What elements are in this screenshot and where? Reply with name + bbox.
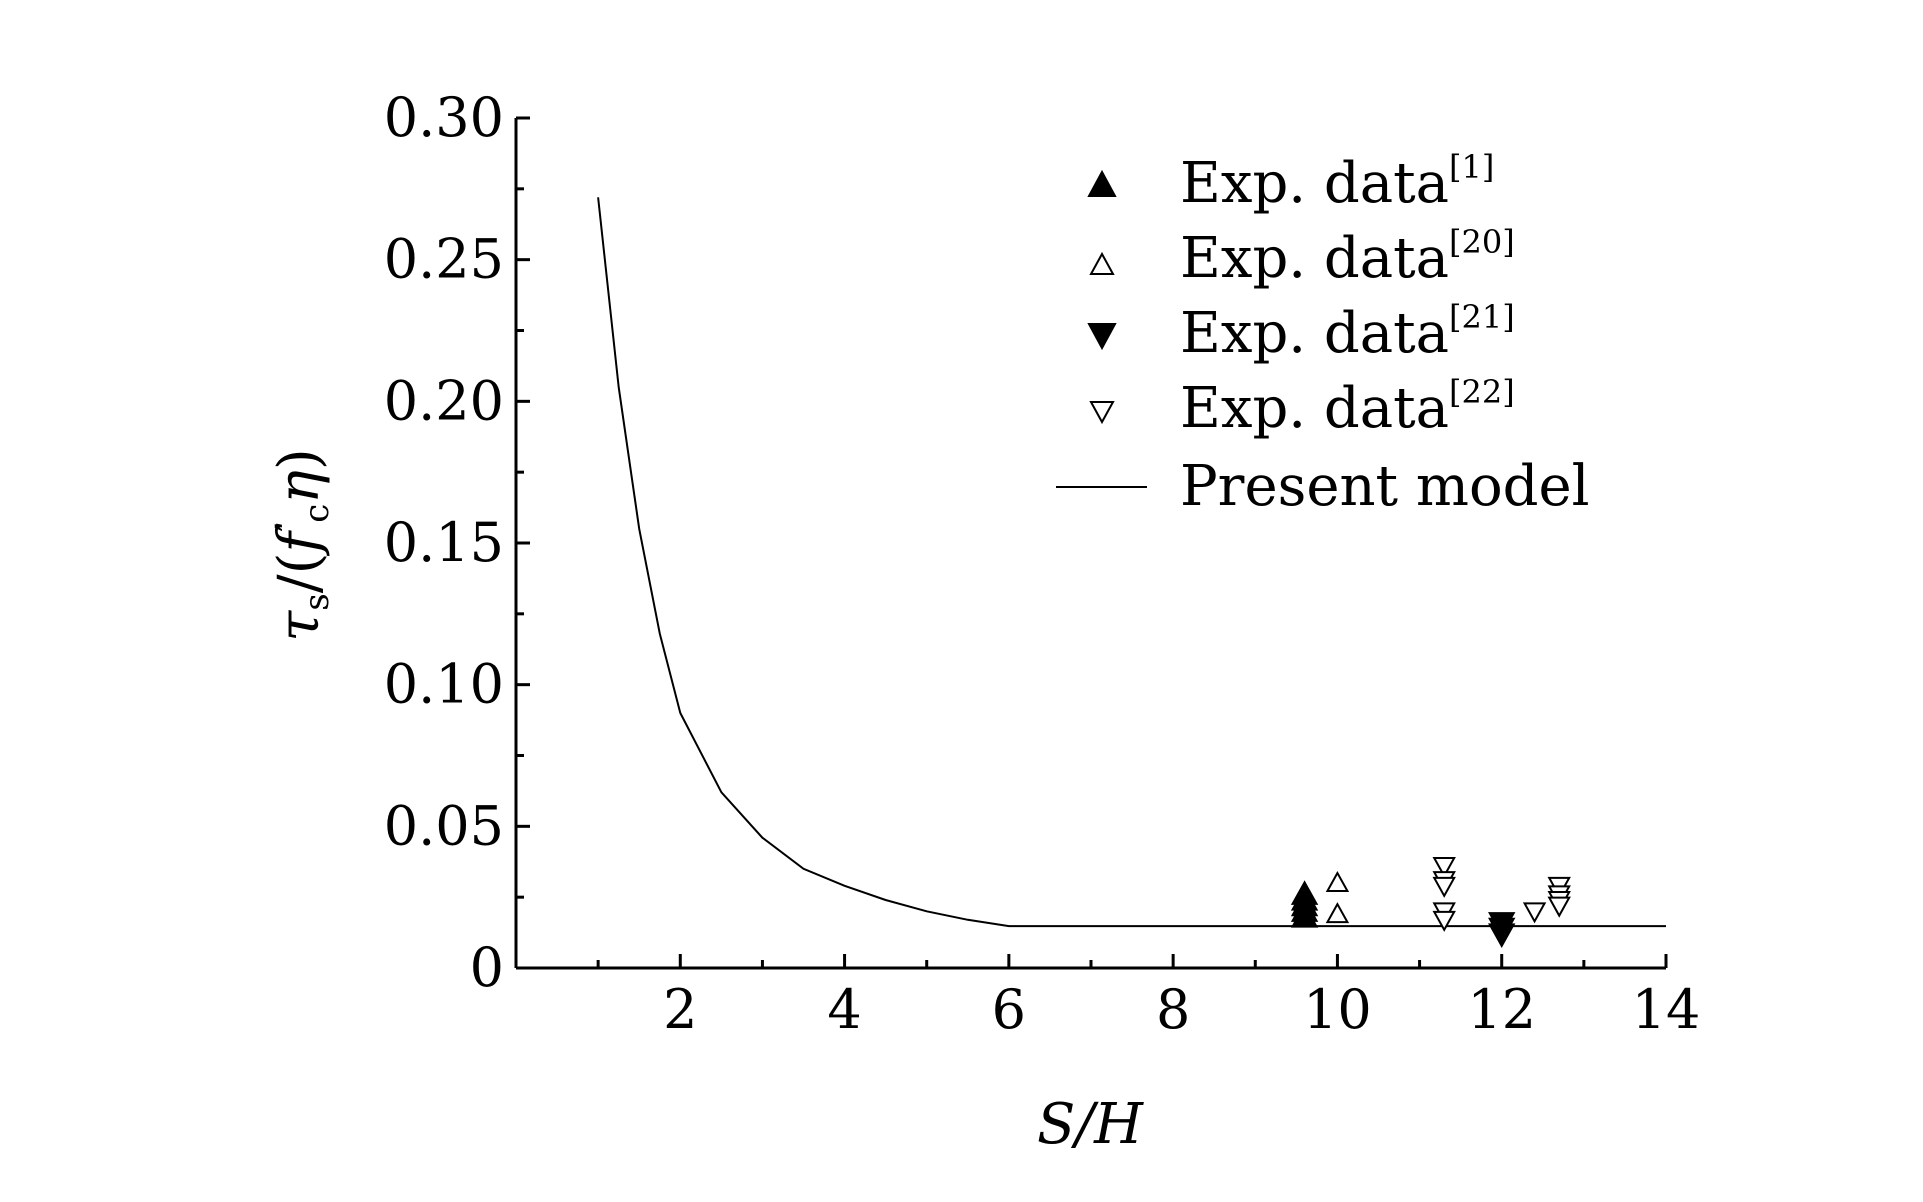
data-point-series-4 — [1432, 876, 1456, 898]
legend-marker-open-down — [1089, 401, 1115, 425]
legend-text-3: Exp. data — [1180, 301, 1449, 366]
y-label-eta: η — [267, 470, 332, 504]
legend-entry-1: Exp. data[1] — [1087, 148, 1494, 216]
legend-text-2: Exp. data — [1180, 226, 1449, 291]
y-tick-label: 0.15 — [384, 511, 504, 574]
legend-entry-2: Exp. data[20] — [1089, 223, 1515, 291]
legend-ref-2: [20] — [1449, 223, 1515, 261]
y-label-close: ) — [267, 448, 332, 470]
legend-label-3: Exp. data[21] — [1180, 298, 1515, 366]
data-point-series-2 — [1325, 870, 1350, 892]
x-ticks: 2 4 6 8 10 12 14 — [596, 954, 1701, 1041]
legend-entry-3: Exp. data[21] — [1087, 298, 1515, 366]
legend-text-1: Exp. data — [1180, 151, 1449, 216]
y-tick-label: 0.30 — [384, 86, 504, 149]
legend-label-1: Exp. data[1] — [1180, 148, 1494, 216]
x-tick-label: 2 — [663, 978, 697, 1041]
present-model-line — [597, 197, 1666, 928]
legend-ref-1: [1] — [1449, 148, 1494, 186]
y-tick-label: 0.05 — [384, 794, 504, 857]
y-tick-label: 0.25 — [384, 228, 504, 291]
legend-label-2: Exp. data[20] — [1180, 223, 1515, 291]
y-tick-label: 0.20 — [384, 369, 504, 432]
legend-text-4: Exp. data — [1180, 376, 1449, 441]
legend-marker-open-up — [1089, 251, 1115, 275]
legend-ref-3: [21] — [1449, 298, 1515, 336]
legend-ref-4: [22] — [1449, 373, 1515, 411]
x-tick-label: 6 — [992, 978, 1026, 1041]
x-tick-label: 10 — [1303, 978, 1372, 1041]
legend-marker-filled-down — [1087, 323, 1117, 351]
data-point-series-4 — [1547, 896, 1571, 918]
present-model-series — [597, 197, 1666, 928]
y-label-sub-c: c — [297, 504, 337, 523]
y-label-sub-s: s — [297, 593, 337, 610]
data-point-series-3 — [1488, 923, 1516, 949]
data-point-series-1 — [1290, 902, 1319, 928]
y-ticks: 0 0.05 0.10 0.15 0.20 0.25 0.30 — [384, 86, 530, 999]
x-axis-label: S/H — [1037, 1092, 1144, 1157]
data-point-series-4 — [1522, 902, 1547, 924]
x-tick-label: 14 — [1632, 978, 1701, 1041]
x-tick-label: 12 — [1467, 978, 1536, 1041]
legend-marker-filled-up — [1087, 169, 1117, 197]
y-label-mid: /( — [267, 553, 332, 594]
y-label-tau: τ — [267, 610, 332, 642]
y-axis-label: τs/(f′cη) — [267, 448, 337, 641]
data-point-series-2 — [1325, 902, 1350, 924]
legend: Exp. data[1] Exp. data[20] Exp. data[21]… — [1056, 148, 1590, 519]
legend-label-4: Exp. data[22] — [1180, 373, 1515, 441]
x-tick-label: 8 — [1156, 978, 1190, 1041]
legend-entry-5: Present model — [1056, 454, 1590, 519]
y-label-prime: ′ — [268, 523, 314, 532]
legend-entry-4: Exp. data[22] — [1089, 373, 1515, 441]
data-point-series-4 — [1432, 910, 1456, 932]
data-point-series-4 — [1432, 857, 1456, 879]
y-tick-label: 0.10 — [384, 653, 504, 716]
x-tick-label: 4 — [827, 978, 861, 1041]
legend-label-5: Present model — [1180, 454, 1590, 519]
y-tick-label: 0 — [470, 936, 504, 999]
data-points — [1290, 857, 1571, 949]
